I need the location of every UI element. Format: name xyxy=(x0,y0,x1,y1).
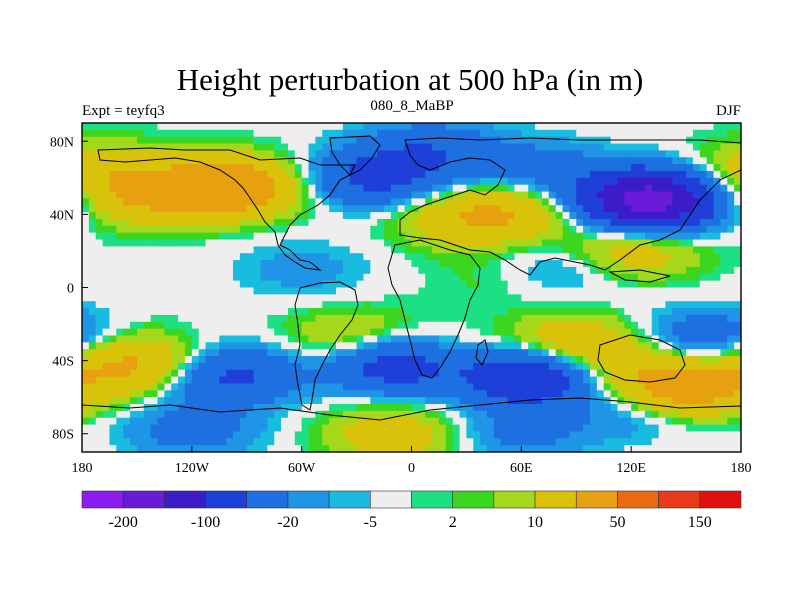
colorbar-swatch xyxy=(370,490,412,509)
map-panel: 180 120W 60W 0 60E 120E 180 80N 40N 0 40S 80S xyxy=(50,122,752,476)
y-tick-label: 40S xyxy=(52,355,74,370)
y-tick-label: 40N xyxy=(50,208,74,223)
colorbar-swatch xyxy=(287,490,330,509)
x-tick-label: 180 xyxy=(72,461,93,476)
subtitle-left: Expt = teyfq3 xyxy=(82,103,165,119)
y-axis: 80N 40N 0 40S 80S xyxy=(50,135,88,443)
coastline-indonesia xyxy=(608,269,671,283)
colorbar-swatch xyxy=(575,490,618,509)
colorbar-swatch xyxy=(699,490,742,509)
coastline-eurasia xyxy=(399,137,741,276)
colorbar-swatch xyxy=(617,490,659,509)
coastline-south-america xyxy=(294,281,359,411)
x-tick-label: 60E xyxy=(510,461,533,476)
x-tick-label: 0 xyxy=(408,461,415,476)
x-tick-label: 60W xyxy=(288,461,316,476)
coastline-antarctica xyxy=(82,397,741,452)
coastline-north-america xyxy=(97,147,356,271)
coastline-africa xyxy=(387,239,481,379)
colorbar-label: -5 xyxy=(364,514,377,531)
x-tick-label: 180 xyxy=(731,461,752,476)
colorbar-label: -20 xyxy=(277,514,298,531)
colorbar-swatch xyxy=(328,490,371,509)
colorbar-swatch xyxy=(164,490,206,509)
height-field xyxy=(82,123,741,452)
coastline-madagascar xyxy=(475,339,489,366)
colorbar-swatch xyxy=(534,490,577,509)
subtitle-center: 080_8_MaBP xyxy=(370,98,453,114)
x-axis: 180 120W 60W 0 60E 120E 180 xyxy=(72,446,752,476)
colorbar-swatch xyxy=(658,490,701,509)
coastlines xyxy=(82,135,741,452)
colorbar-swatch xyxy=(81,490,124,509)
colorbar: -200 -100 -20 -5 2 10 50 150 xyxy=(81,490,742,531)
colorbar-label: 50 xyxy=(609,514,625,531)
colorbar-swatch xyxy=(122,490,165,509)
y-tick-label: 80S xyxy=(52,428,74,443)
colorbar-label: 150 xyxy=(688,514,712,531)
x-tick-label: 120W xyxy=(175,461,210,476)
colorbar-label: -200 xyxy=(109,514,138,531)
coastline-greenland xyxy=(329,135,381,176)
colorbar-label: 2 xyxy=(449,514,457,531)
x-tick-label: 120E xyxy=(616,461,646,476)
colorbar-swatch xyxy=(246,490,289,509)
colorbar-swatch xyxy=(411,490,453,509)
subtitle-right: DJF xyxy=(716,103,741,119)
plot-title: Height perturbation at 500 hPa (in m) xyxy=(177,62,644,97)
colorbar-label: -100 xyxy=(191,514,220,531)
y-tick-label: 0 xyxy=(67,282,74,297)
colorbar-swatch xyxy=(205,490,248,509)
colorbar-label: 10 xyxy=(527,514,543,531)
colorbar-swatch xyxy=(452,490,495,509)
coastline-australia xyxy=(597,334,686,383)
colorbar-swatch xyxy=(493,490,536,509)
y-tick-label: 80N xyxy=(50,135,74,150)
